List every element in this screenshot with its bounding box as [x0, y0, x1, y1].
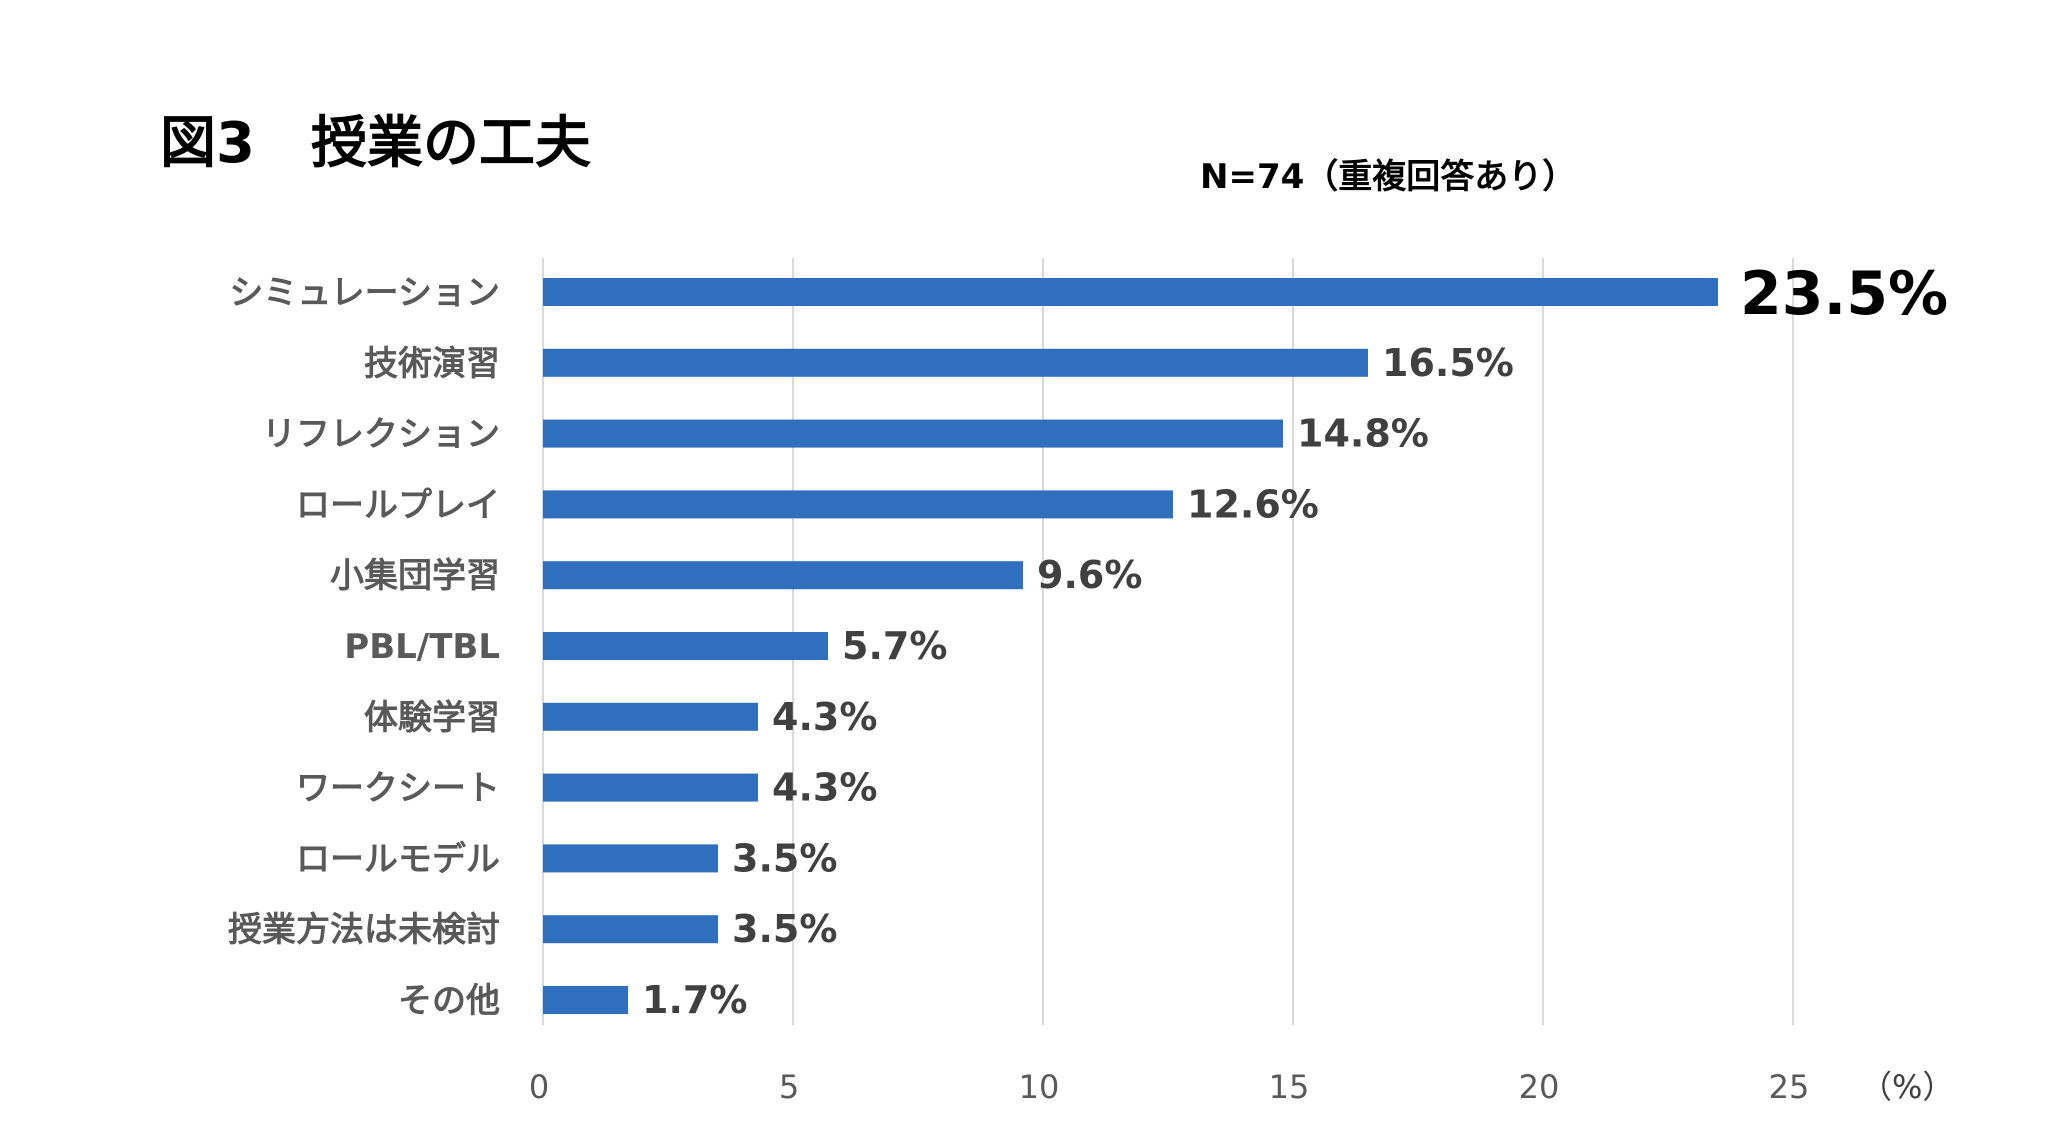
bar-7: [543, 773, 758, 802]
x-tick-0: 0: [529, 1068, 549, 1106]
bar-8: [543, 844, 718, 873]
value-label-10: 1.7%: [642, 978, 747, 1022]
category-label-0: シミュレーション: [229, 273, 500, 313]
category-label-1: 技術演習: [364, 344, 500, 384]
bar-10: [543, 986, 628, 1014]
category-label-6: 体験学習: [364, 698, 500, 738]
value-labels: 23.5% 16.5% 14.8% 12.6% 9.6% 5.7% 4.3% 4.3% 3.5%…: [642, 259, 1948, 1022]
bar-9: [543, 915, 718, 944]
grid-lines: [542, 258, 1794, 1025]
category-label-2: リフレクション: [262, 415, 500, 455]
chart-subtitle: N=74（重複回答あり）: [1200, 157, 1576, 197]
bar-4: [543, 561, 1023, 590]
value-label-3: 12.6%: [1187, 482, 1319, 526]
value-label-2: 14.8%: [1297, 412, 1429, 456]
category-label-9: 授業方法は未検討: [228, 910, 500, 950]
category-label-7: ワークシート: [296, 769, 500, 809]
category-label-10: その他: [398, 981, 500, 1021]
x-tick-5: 5: [779, 1068, 799, 1106]
x-tick-labels: 0 5 10 15 20 25: [529, 1068, 1810, 1106]
value-label-0: 23.5%: [1740, 259, 1948, 329]
chart-title: 図3 授業の工夫: [160, 111, 592, 176]
value-label-8: 3.5%: [732, 836, 837, 880]
category-label-5: PBL/TBL: [344, 627, 500, 667]
value-label-5: 5.7%: [842, 624, 947, 668]
value-label-7: 4.3%: [772, 766, 877, 810]
value-label-9: 3.5%: [732, 907, 837, 951]
bar-3: [543, 490, 1173, 519]
category-label-4: 小集団学習: [330, 556, 500, 596]
category-label-3: ロールプレイ: [296, 485, 500, 525]
x-tick-20: 20: [1519, 1068, 1560, 1106]
bar-0: [543, 278, 1718, 306]
bars: [543, 278, 1718, 1014]
category-label-8: ロールモデル: [296, 839, 500, 879]
x-tick-25: 25: [1769, 1068, 1810, 1106]
value-label-6: 4.3%: [772, 695, 877, 739]
bar-2: [543, 419, 1283, 448]
value-label-4: 9.6%: [1037, 553, 1142, 597]
bar-1: [543, 348, 1368, 377]
x-tick-15: 15: [1269, 1068, 1310, 1106]
bar-6: [543, 702, 758, 731]
bar-5: [543, 632, 828, 660]
x-tick-10: 10: [1019, 1068, 1060, 1106]
x-unit-label: （%）: [1860, 1068, 1954, 1106]
value-label-1: 16.5%: [1382, 341, 1514, 385]
